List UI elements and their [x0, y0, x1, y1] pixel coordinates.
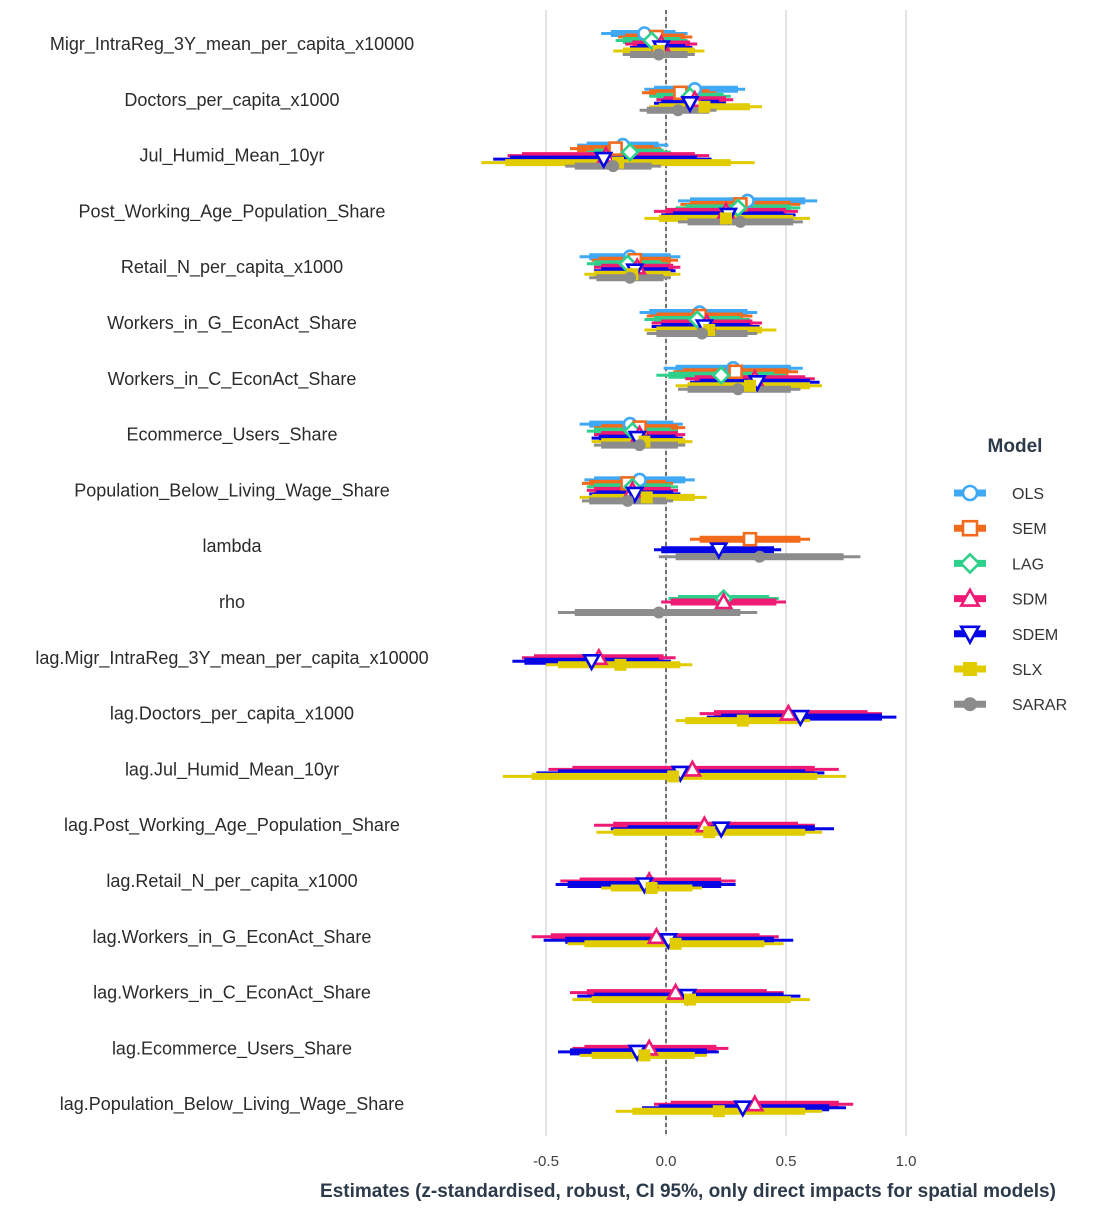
estimate-point-slx: [667, 770, 680, 783]
legend-item-slx: SLX: [954, 662, 1043, 679]
legend-item-ols: OLS: [954, 484, 1044, 503]
estimate-point-lag: [711, 365, 731, 385]
estimate-point-sarar: [607, 160, 620, 173]
gridlines: [545, 10, 907, 1136]
estimate-point-sem: [742, 531, 758, 547]
legend-label: SARAR: [1012, 697, 1067, 714]
legend-key-marker: [959, 552, 981, 575]
estimate-point-sdm: [682, 759, 703, 777]
legend-key-marker: [961, 519, 979, 537]
legend-key-marker: [959, 587, 981, 607]
category-label: Ecommerce_Users_Share: [126, 425, 337, 446]
point-markers: [581, 26, 811, 1118]
category-label: Retail_N_per_capita_x1000: [121, 257, 343, 278]
estimate-point-sarar: [753, 550, 766, 563]
estimate-point-sdem: [790, 709, 811, 728]
estimate-point-sdem: [680, 96, 700, 114]
estimate-point-slx: [669, 937, 682, 950]
category-label: Jul_Humid_Mean_10yr: [139, 146, 324, 167]
estimate-point-sarar: [734, 215, 747, 228]
y-axis-labels: Migr_IntraReg_3Y_mean_per_capita_x10000 D…: [35, 34, 428, 1115]
x-tick-label: 0.5: [776, 1153, 797, 1170]
legend-label: SDM: [1012, 592, 1048, 609]
estimate-point-slx: [640, 491, 653, 504]
legend-key-marker: [961, 484, 979, 502]
legend-item-lag: LAG: [954, 552, 1044, 575]
x-tick-label: 0.0: [656, 1153, 677, 1170]
legend-item-sarar: SARAR: [954, 697, 1067, 714]
estimate-point-sarar: [633, 439, 646, 452]
category-label: rho: [219, 592, 245, 612]
legend-item-sdm: SDM: [954, 587, 1048, 609]
category-label: Workers_in_C_EconAct_Share: [108, 369, 357, 390]
legend-label: SEM: [1012, 521, 1047, 538]
category-label: lambda: [202, 536, 262, 556]
category-label: Post_Working_Age_Population_Share: [79, 201, 386, 222]
estimate-point-sdem: [711, 821, 731, 839]
estimate-point-sdem: [709, 542, 729, 560]
estimate-point-slx: [638, 1049, 651, 1062]
estimate-point-sarar: [624, 271, 636, 284]
legend-item-sem: SEM: [954, 519, 1047, 538]
legend-key-marker: [963, 662, 977, 676]
legend-title: Model: [988, 436, 1043, 457]
category-label: Population_Below_Living_Wage_Share: [74, 480, 390, 501]
category-label: lag.Retail_N_per_capita_x1000: [106, 871, 357, 892]
legend-label: SLX: [1012, 662, 1043, 679]
estimate-point-sdem: [733, 1100, 753, 1118]
estimate-point-sdem: [625, 486, 645, 505]
legend-label: SDEM: [1012, 627, 1058, 644]
x-axis-ticks: -0.5 0.0 0.5 1.0: [533, 1153, 916, 1170]
estimate-point-sem: [728, 364, 743, 380]
estimate-point-sdm: [745, 1094, 765, 1112]
legend: Model OLS SEM LAG SDM SDEM SLX SARAR: [954, 436, 1067, 714]
x-tick-label: 1.0: [896, 1153, 917, 1170]
estimate-point-slx: [736, 714, 749, 727]
estimate-point-slx: [720, 212, 732, 225]
estimate-point-slx: [614, 658, 627, 671]
category-label: lag.Migr_IntraReg_3Y_mean_per_capita_x10…: [35, 648, 428, 669]
category-label: lag.Workers_in_G_EconAct_Share: [93, 927, 372, 948]
estimate-point-sdem: [593, 151, 614, 170]
category-label: lag.Workers_in_C_EconAct_Share: [93, 983, 371, 1004]
estimate-point-sdem: [581, 653, 602, 672]
estimate-point-slx: [698, 100, 711, 113]
legend-label: OLS: [1012, 486, 1044, 503]
estimate-point-sarar: [652, 606, 665, 619]
estimate-point-sarar: [696, 327, 708, 340]
legend-key-marker: [963, 697, 977, 712]
legend-item-sdem: SDEM: [954, 625, 1058, 646]
category-label: Migr_IntraReg_3Y_mean_per_capita_x10000: [50, 34, 414, 55]
estimate-point-sem: [608, 141, 623, 156]
category-label: Workers_in_G_EconAct_Share: [107, 313, 357, 334]
estimate-point-sarar: [652, 48, 665, 61]
estimate-point-sdm: [646, 926, 667, 945]
estimate-point-sdm: [713, 591, 734, 610]
category-label: lag.Population_Below_Living_Wage_Share: [60, 1094, 405, 1115]
category-label: Doctors_per_capita_x1000: [124, 90, 339, 111]
estimate-point-sdm: [665, 982, 686, 1000]
estimate-point-slx: [744, 379, 756, 392]
estimate-point-slx: [712, 1105, 725, 1118]
legend-key-marker: [959, 625, 981, 646]
estimate-point-sarar: [672, 104, 684, 117]
estimate-point-slx: [703, 826, 716, 839]
category-label: lag.Jul_Humid_Mean_10yr: [125, 759, 339, 780]
estimate-point-lag: [620, 142, 640, 162]
category-label: lag.Ecommerce_Users_Share: [112, 1038, 352, 1059]
estimate-point-slx: [645, 882, 658, 894]
category-label: lag.Doctors_per_capita_x1000: [110, 704, 354, 725]
estimate-point-sdm: [778, 703, 799, 721]
estimate-point-sarar: [732, 383, 744, 396]
legend-label: LAG: [1012, 556, 1044, 573]
x-axis-title: Estimates (z-standardised, robust, CI 95…: [320, 1181, 1056, 1202]
estimate-point-lag: [641, 30, 662, 51]
estimate-point-lag: [728, 198, 748, 218]
x-tick-label: -0.5: [533, 1153, 559, 1170]
category-label: lag.Post_Working_Age_Population_Share: [64, 815, 400, 836]
estimate-point-slx: [684, 993, 696, 1006]
estimate-point-sarar: [621, 494, 634, 507]
series-marks: [481, 26, 897, 1118]
